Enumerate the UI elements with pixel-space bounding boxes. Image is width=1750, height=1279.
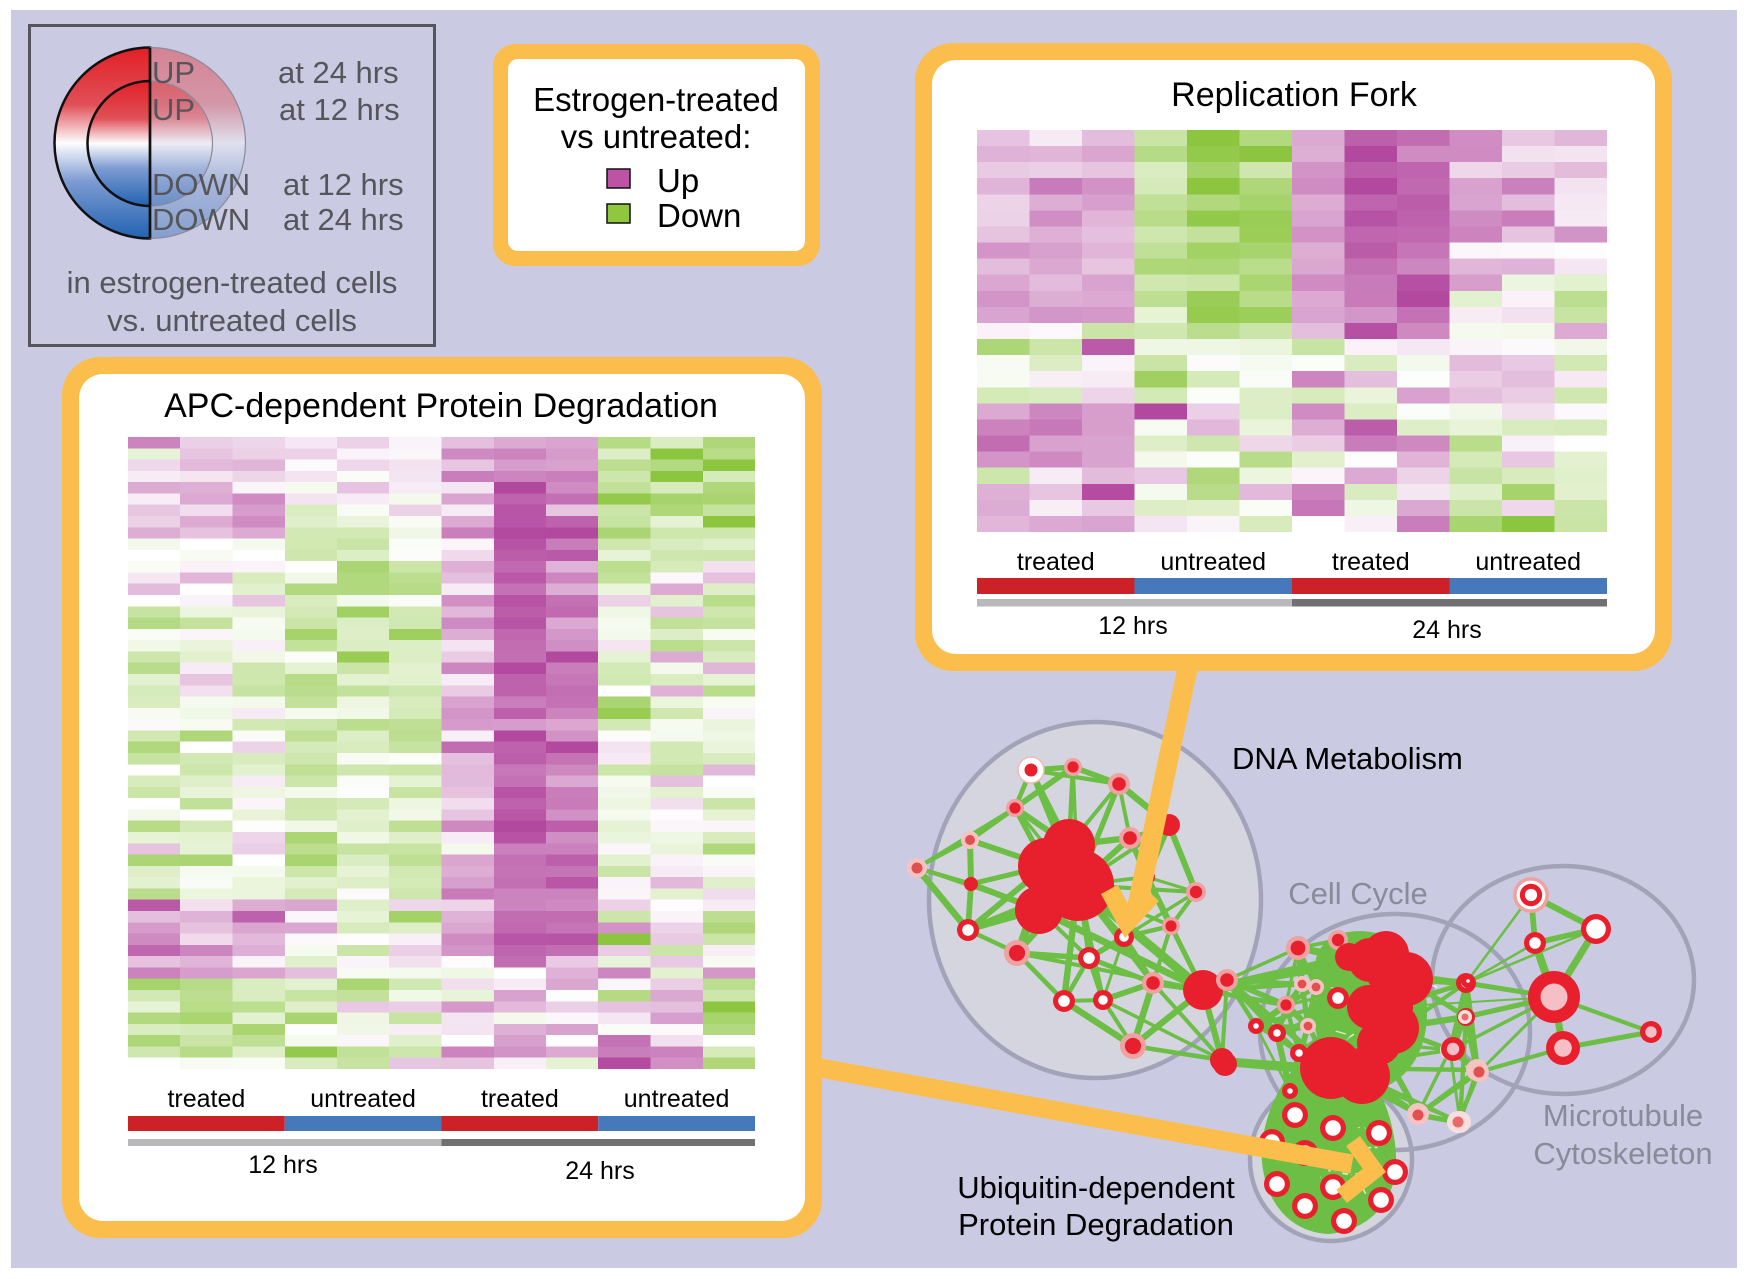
svg-text:12 hrs: 12 hrs: [1098, 612, 1167, 640]
svg-text:at 12 hrs: at 12 hrs: [283, 167, 404, 202]
svg-text:UP: UP: [152, 55, 195, 90]
svg-text:treated: treated: [167, 1085, 245, 1113]
svg-text:Down: Down: [657, 197, 741, 234]
svg-text:24 hrs: 24 hrs: [565, 1157, 634, 1185]
svg-text:treated: treated: [481, 1085, 559, 1113]
svg-text:Protein Degradation: Protein Degradation: [958, 1207, 1234, 1242]
svg-text:vs. untreated cells: vs. untreated cells: [107, 303, 357, 338]
svg-text:DOWN: DOWN: [152, 202, 250, 237]
svg-text:at 24 hrs: at 24 hrs: [283, 202, 404, 237]
svg-text:12 hrs: 12 hrs: [248, 1151, 317, 1179]
svg-text:untreated: untreated: [1160, 548, 1266, 576]
svg-text:in estrogen-treated cells: in estrogen-treated cells: [67, 265, 398, 300]
svg-text:24 hrs: 24 hrs: [1412, 616, 1481, 644]
svg-text:Up: Up: [657, 162, 699, 199]
svg-text:treated: treated: [1332, 548, 1410, 576]
svg-text:DNA Metabolism: DNA Metabolism: [1232, 741, 1463, 776]
svg-text:at 12 hrs: at 12 hrs: [279, 92, 400, 127]
svg-text:treated: treated: [1017, 548, 1095, 576]
svg-text:Estrogen-treated: Estrogen-treated: [533, 81, 779, 118]
svg-text:UP: UP: [152, 92, 195, 127]
svg-text:untreated: untreated: [1475, 548, 1581, 576]
svg-text:untreated: untreated: [624, 1085, 730, 1113]
svg-text:Ubiquitin-dependent: Ubiquitin-dependent: [957, 1170, 1235, 1205]
svg-text:Cell Cycle: Cell Cycle: [1288, 876, 1428, 911]
svg-text:Cytoskeleton: Cytoskeleton: [1533, 1136, 1712, 1171]
svg-text:untreated: untreated: [310, 1085, 416, 1113]
svg-text:APC-dependent Protein Degradat: APC-dependent Protein Degradation: [164, 387, 718, 425]
svg-text:at 24 hrs: at 24 hrs: [278, 55, 399, 90]
svg-text:vs untreated:: vs untreated:: [561, 118, 752, 155]
svg-text:Replication Fork: Replication Fork: [1171, 76, 1418, 114]
svg-text:DOWN: DOWN: [152, 167, 250, 202]
svg-text:Microtubule: Microtubule: [1543, 1098, 1703, 1133]
